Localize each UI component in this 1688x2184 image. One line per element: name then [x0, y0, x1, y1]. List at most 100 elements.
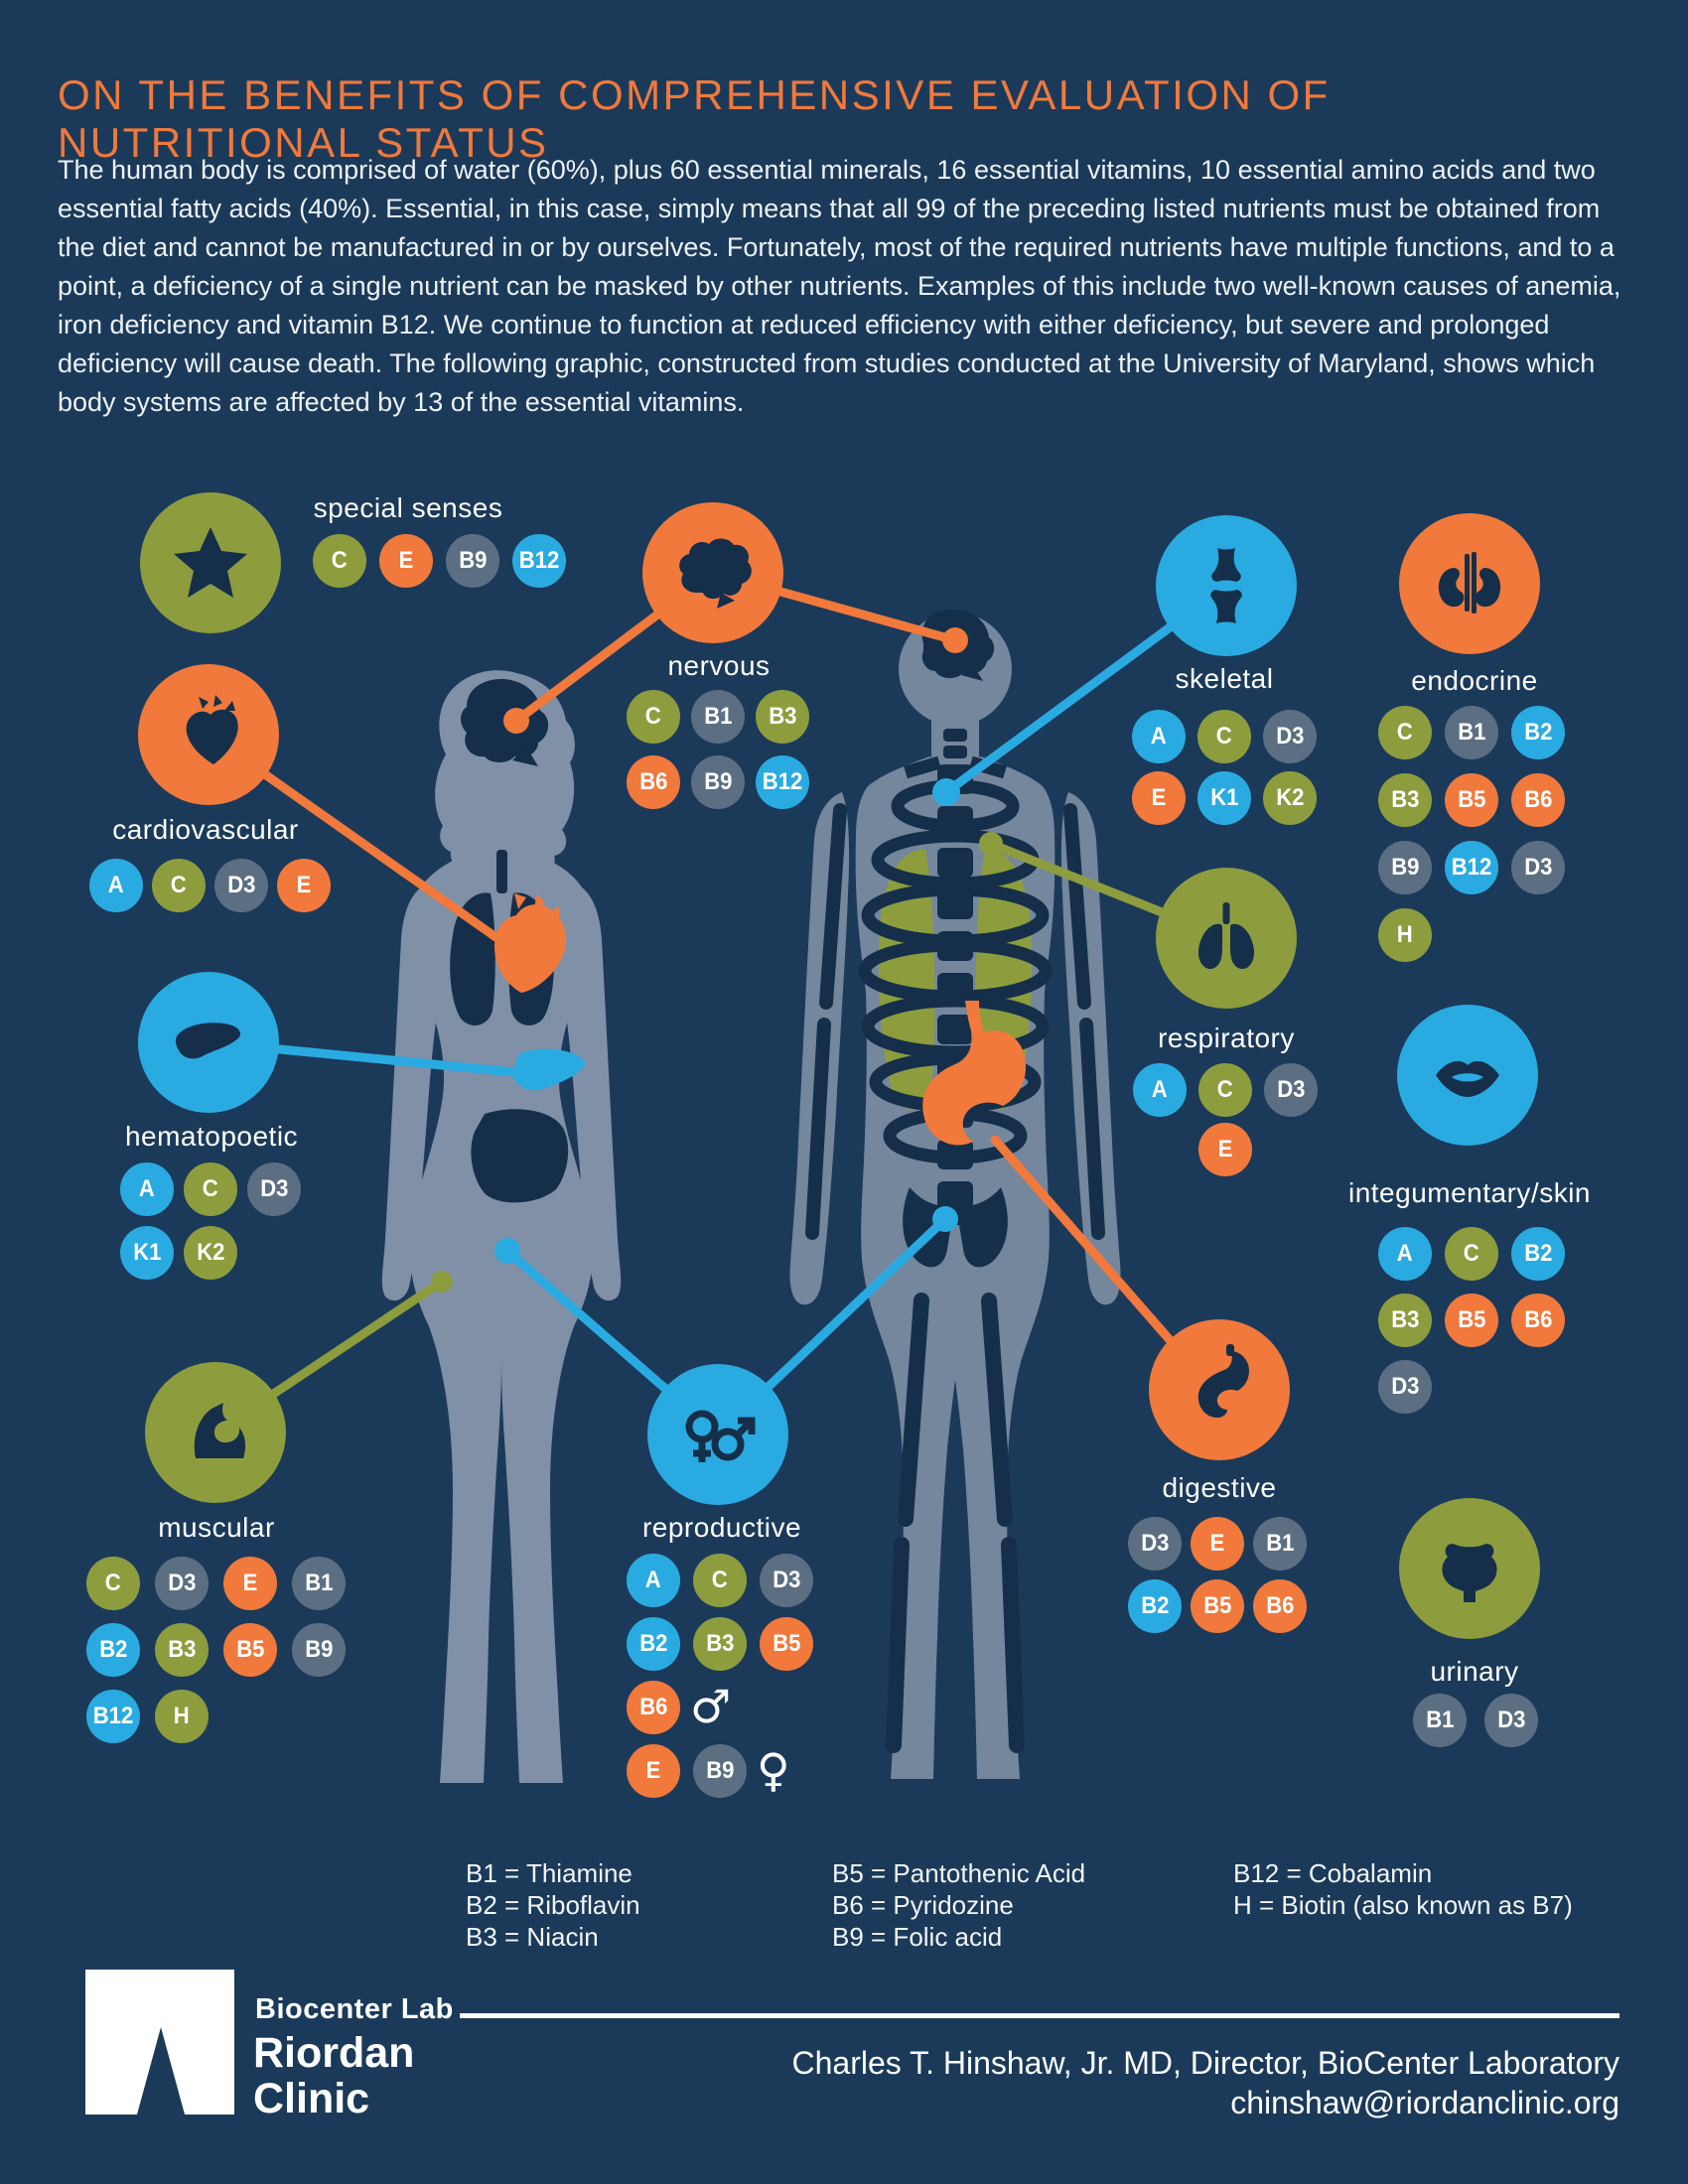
legend-item-H: H = Biotin (also known as B7)	[1233, 1890, 1573, 1920]
vitamin-badge-A: A	[1132, 710, 1186, 763]
footer-divider	[460, 2013, 1619, 2018]
female-intestines	[471, 1109, 569, 1203]
vitamin-badge-B12: B12	[86, 1690, 140, 1743]
endocrine-label: endocrine	[1411, 665, 1538, 696]
vitamin-badge-D3: D3	[1378, 1360, 1432, 1414]
vitamin-badge-B5: B5	[223, 1623, 277, 1677]
skeletal-circle	[1156, 515, 1297, 656]
vitamin-badge-A: A	[89, 859, 143, 912]
vitamin-badge-B2: B2	[1511, 1227, 1565, 1281]
vitamin-badge-H: H	[1378, 908, 1432, 962]
riordan-logo	[85, 1970, 234, 2115]
vitamin-badge-B3: B3	[1378, 773, 1432, 827]
vitamin-badge-C: C	[1198, 1063, 1252, 1117]
vitamin-badge-B9: B9	[1378, 841, 1432, 894]
connector-dots	[431, 627, 1003, 1293]
stomach-icon	[1197, 1344, 1249, 1418]
cardiovascular-label: cardiovascular	[112, 814, 299, 845]
vitamin-badge-K2: K2	[184, 1226, 237, 1280]
heart-icon	[186, 695, 238, 764]
vitamin-badge-A: A	[120, 1162, 174, 1216]
reproductive-label: reproductive	[641, 1512, 802, 1543]
vitamin-badge-A: A	[1133, 1063, 1187, 1117]
bladder-icon	[1442, 1544, 1497, 1602]
vitamin-badge-H: H	[155, 1690, 209, 1743]
vitamin-badge-B3: B3	[756, 690, 809, 744]
vitamin-badge-B9: B9	[292, 1623, 346, 1677]
vitamin-badge-D3: D3	[247, 1162, 301, 1216]
joint-icon	[1210, 548, 1242, 623]
vitamin-badge-D3: D3	[155, 1557, 209, 1610]
legend-item-B3: B3 = Niacin	[466, 1922, 599, 1952]
vitamin-badge-C: C	[1445, 1227, 1498, 1281]
vitamin-badge-A: A	[1378, 1227, 1432, 1281]
vitamin-badge-B3: B3	[155, 1623, 209, 1677]
legend-item-B9: B9 = Folic acid	[832, 1922, 1003, 1952]
connector-digestive	[990, 1135, 1177, 1347]
star-icon	[174, 527, 247, 598]
vitamin-badge-B1: B1	[1253, 1517, 1307, 1570]
vitamin-badge-B6: B6	[627, 755, 680, 809]
nervous-circle	[642, 502, 783, 643]
vitamin-badge-B2: B2	[1511, 706, 1565, 759]
male-limb-bones	[805, 803, 1105, 1753]
footer-email: chinshaw@riordanclinic.org	[1230, 2085, 1619, 2120]
vitamin-badge-D3: D3	[1484, 1694, 1538, 1747]
vitamin-badge-B9: B9	[691, 755, 745, 809]
urinary-label: urinary	[1430, 1656, 1519, 1687]
vitamin-badge-C: C	[184, 1162, 237, 1216]
vitamin-badge-C: C	[693, 1554, 747, 1607]
digestive-label: digestive	[1162, 1472, 1277, 1503]
hematopoetic-circle	[138, 972, 279, 1113]
male-symbol: ♂	[690, 1680, 732, 1733]
female-liver	[512, 1048, 586, 1091]
vitamin-badge-B6: B6	[1511, 773, 1565, 827]
vitamin-badge-A: A	[627, 1554, 680, 1607]
vitamin-badge-B1: B1	[1445, 706, 1498, 759]
lungs-icon	[1197, 902, 1255, 970]
female-left-arm	[381, 884, 448, 1301]
urinary-circle	[1399, 1498, 1540, 1639]
vitamin-badge-C: C	[1197, 710, 1251, 763]
cardiovascular-circle	[138, 664, 279, 805]
muscle-icon	[194, 1403, 246, 1458]
vitamin-badge-D3: D3	[214, 859, 268, 912]
female-symbol: ♀	[757, 1743, 790, 1797]
vitamin-badge-B5: B5	[1445, 773, 1498, 827]
vitamin-badge-B2: B2	[1128, 1579, 1182, 1633]
female-heart	[494, 904, 566, 993]
vitamin-badge-B1: B1	[691, 690, 745, 744]
vitamin-badge-B5: B5	[1445, 1294, 1498, 1347]
vitamin-badge-D3: D3	[760, 1554, 813, 1607]
kidneys-icon	[1438, 552, 1501, 614]
vitamin-badge-D3: D3	[1264, 1063, 1318, 1117]
page-title: ON THE BENEFITS OF COMPREHENSIVE EVALUAT…	[58, 71, 1331, 166]
vitamin-badge-B9: B9	[446, 534, 499, 588]
skeletal-label: skeletal	[1175, 663, 1274, 694]
intro-paragraph: The human body is comprised of water (60…	[58, 155, 1621, 417]
brain-icon	[679, 538, 752, 609]
vitamin-badge-B12: B12	[1445, 841, 1498, 894]
hematopoetic-label: hematopoetic	[124, 1121, 299, 1152]
male-pelvis	[903, 1187, 1008, 1268]
brand-riordan: Riordan	[253, 2029, 415, 2077]
reproductive-circle	[647, 1364, 788, 1505]
legend-item-B1: B1 = Thiamine	[466, 1858, 633, 1888]
female-organs	[450, 679, 586, 1203]
legend-item-B2: B2 = Riboflavin	[466, 1890, 640, 1920]
female-right-arm	[555, 884, 622, 1301]
vitamin-badge-B12: B12	[756, 755, 809, 809]
digestive-circle	[1149, 1319, 1290, 1460]
vitamin-badge-B1: B1	[1413, 1694, 1467, 1747]
endocrine-circle	[1399, 513, 1540, 654]
male-skeleton	[805, 609, 1105, 1753]
vitamin-badge-B2: B2	[627, 1617, 680, 1671]
vitamin-badge-B3: B3	[693, 1617, 747, 1671]
vitamin-badge-B5: B5	[1191, 1579, 1244, 1633]
male-ribs	[858, 755, 1053, 1164]
gender-icon	[685, 1410, 756, 1462]
vitamin-badge-D3: D3	[1263, 710, 1317, 763]
nervous-label: nervous	[667, 650, 771, 681]
